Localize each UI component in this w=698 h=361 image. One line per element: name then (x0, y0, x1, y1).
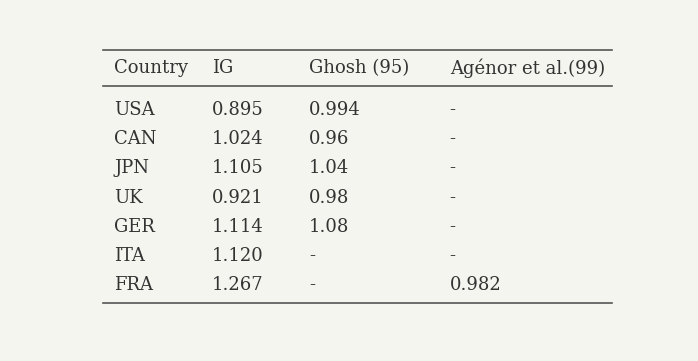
Text: Agénor et al.(99): Agénor et al.(99) (450, 58, 604, 78)
Text: 1.105: 1.105 (211, 160, 263, 177)
Text: -: - (309, 247, 315, 265)
Text: -: - (450, 218, 456, 236)
Text: Ghosh (95): Ghosh (95) (309, 59, 409, 77)
Text: 1.04: 1.04 (309, 160, 349, 177)
Text: -: - (309, 276, 315, 294)
Text: CAN: CAN (114, 130, 157, 148)
Text: Country: Country (114, 59, 188, 77)
Text: -: - (450, 247, 456, 265)
Text: 0.921: 0.921 (211, 188, 263, 206)
Text: IG: IG (211, 59, 233, 77)
Text: 1.08: 1.08 (309, 218, 350, 236)
Text: 1.120: 1.120 (211, 247, 263, 265)
Text: ITA: ITA (114, 247, 145, 265)
Text: -: - (450, 160, 456, 177)
Text: -: - (450, 188, 456, 206)
Text: 0.98: 0.98 (309, 188, 350, 206)
Text: UK: UK (114, 188, 143, 206)
Text: 1.114: 1.114 (211, 218, 263, 236)
Text: -: - (450, 130, 456, 148)
Text: 0.994: 0.994 (309, 101, 361, 119)
Text: FRA: FRA (114, 276, 154, 294)
Text: -: - (450, 101, 456, 119)
Text: GER: GER (114, 218, 155, 236)
Text: JPN: JPN (114, 160, 149, 177)
Text: 0.982: 0.982 (450, 276, 501, 294)
Text: 1.267: 1.267 (211, 276, 263, 294)
Text: 1.024: 1.024 (211, 130, 263, 148)
Text: 0.96: 0.96 (309, 130, 350, 148)
Text: 0.895: 0.895 (211, 101, 263, 119)
Text: USA: USA (114, 101, 155, 119)
